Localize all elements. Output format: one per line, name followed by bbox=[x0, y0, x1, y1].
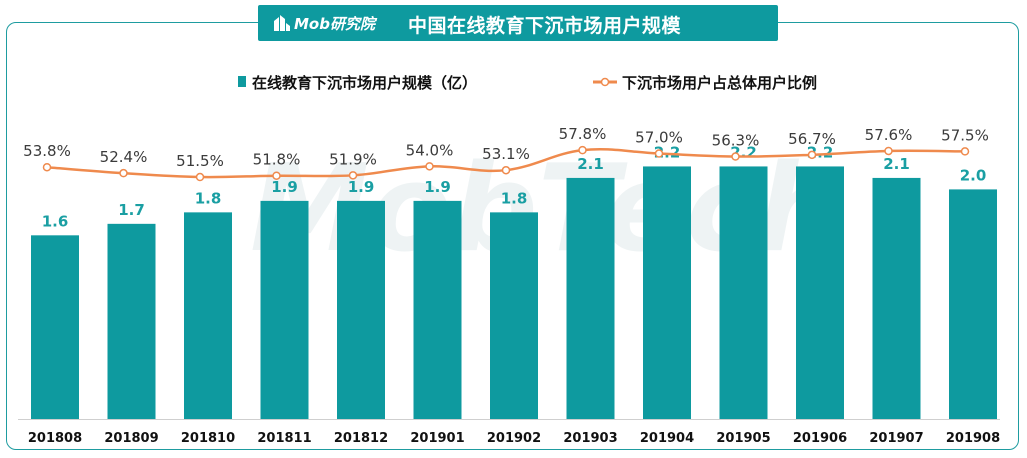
bar-value-label: 2.1 bbox=[577, 155, 604, 173]
bar-value-label: 1.7 bbox=[118, 201, 145, 219]
line-point-201812 bbox=[348, 171, 358, 180]
x-tick-201810: 201810 bbox=[181, 431, 235, 446]
bar-value-label: 2.1 bbox=[883, 155, 910, 173]
x-tick-201903: 201903 bbox=[563, 431, 617, 446]
line-value-label: 56.7% bbox=[788, 130, 836, 148]
bar-201812 bbox=[337, 200, 385, 419]
line-point-201808 bbox=[42, 162, 52, 172]
bar-201906 bbox=[796, 166, 844, 419]
bar-201811 bbox=[260, 200, 309, 419]
bar-value-label: 1.9 bbox=[424, 178, 451, 196]
line-point-201810 bbox=[195, 172, 205, 182]
x-tick-labels: 201808 201809 201810 201811 201812 201901 2019… bbox=[28, 431, 1000, 446]
legend-bar-swatch bbox=[238, 76, 246, 87]
chart-title: 中国在线教育下沉市场用户规模 bbox=[408, 15, 682, 37]
bar-value-label: 1.8 bbox=[195, 189, 222, 207]
line-value-label: 57.0% bbox=[635, 129, 683, 147]
line-point-201903 bbox=[578, 145, 587, 155]
line-value-label: 54.0% bbox=[406, 141, 454, 159]
x-tick-201901: 201901 bbox=[410, 431, 464, 446]
x-tick-201809: 201809 bbox=[104, 431, 158, 446]
logo-text: Mob研究院 bbox=[294, 15, 375, 33]
logo-building-icon bbox=[274, 15, 290, 31]
bar-value-label: 1.6 bbox=[42, 212, 69, 230]
line-point-201901 bbox=[425, 162, 434, 171]
title-banner: Mob研究院 中国在线教育下沉市场用户规模 bbox=[258, 5, 778, 41]
bar-series bbox=[31, 166, 997, 419]
legend-bar-label: 在线教育下沉市场用户规模（亿） bbox=[252, 74, 477, 92]
bar-201904 bbox=[643, 166, 691, 419]
bar-201905 bbox=[719, 166, 768, 419]
line-value-label: 53.1% bbox=[482, 145, 530, 163]
line-value-label: 57.5% bbox=[941, 126, 989, 144]
bar-201810 bbox=[184, 212, 232, 419]
line-point-201905 bbox=[731, 152, 740, 161]
legend: 在线教育下沉市场用户规模（亿） 下沉市场用户占总体用户比例 bbox=[238, 74, 817, 92]
x-tick-201905: 201905 bbox=[716, 431, 770, 446]
line-value-label: 52.4% bbox=[100, 148, 148, 166]
x-tick-201811: 201811 bbox=[257, 431, 311, 446]
line-point-201907 bbox=[884, 146, 893, 156]
mob-logo: Mob研究院 bbox=[258, 5, 403, 41]
x-tick-201906: 201906 bbox=[793, 431, 847, 446]
line-labels: 53.8% 52.4% 51.5% 51.8% 51.9% 54.0% 53.1% 57.8%… bbox=[23, 125, 989, 170]
line-value-label: 51.8% bbox=[253, 151, 301, 169]
line-value-label: 51.9% bbox=[329, 150, 377, 168]
line-point-201906 bbox=[807, 150, 817, 160]
line-point-201908 bbox=[960, 147, 970, 156]
x-tick-201808: 201808 bbox=[28, 431, 82, 446]
bar-201903 bbox=[566, 177, 615, 419]
x-tick-201907: 201907 bbox=[869, 431, 923, 446]
bar-201808 bbox=[31, 235, 79, 419]
bar-201902 bbox=[490, 212, 538, 419]
line-point-201811 bbox=[272, 171, 281, 180]
bar-value-label: 1.9 bbox=[271, 178, 298, 196]
line-value-label: 51.5% bbox=[176, 152, 224, 170]
legend-line-marker bbox=[600, 77, 610, 87]
bar-value-label: 1.9 bbox=[348, 178, 375, 196]
bar-201809 bbox=[107, 223, 156, 419]
x-tick-201902: 201902 bbox=[487, 431, 541, 446]
legend-line-label: 下沉市场用户占总体用户比例 bbox=[622, 74, 817, 92]
line-point-201809 bbox=[119, 168, 128, 178]
x-tick-201904: 201904 bbox=[640, 431, 694, 446]
x-tick-201908: 201908 bbox=[946, 431, 1000, 446]
bar-value-label: 1.8 bbox=[501, 189, 528, 207]
bar-201907 bbox=[872, 177, 921, 419]
line-value-label: 57.6% bbox=[865, 126, 913, 144]
bar-201901 bbox=[413, 200, 462, 419]
line-point-201902 bbox=[501, 165, 511, 175]
bar-201908 bbox=[949, 189, 997, 419]
line-value-label: 57.8% bbox=[559, 125, 607, 143]
bar-value-label: 2.0 bbox=[960, 166, 987, 184]
line-value-label: 53.8% bbox=[23, 142, 71, 160]
line-series bbox=[42, 145, 970, 182]
line-value-label: 56.3% bbox=[712, 132, 760, 150]
x-tick-201812: 201812 bbox=[334, 431, 388, 446]
line-point-201904 bbox=[654, 149, 664, 158]
